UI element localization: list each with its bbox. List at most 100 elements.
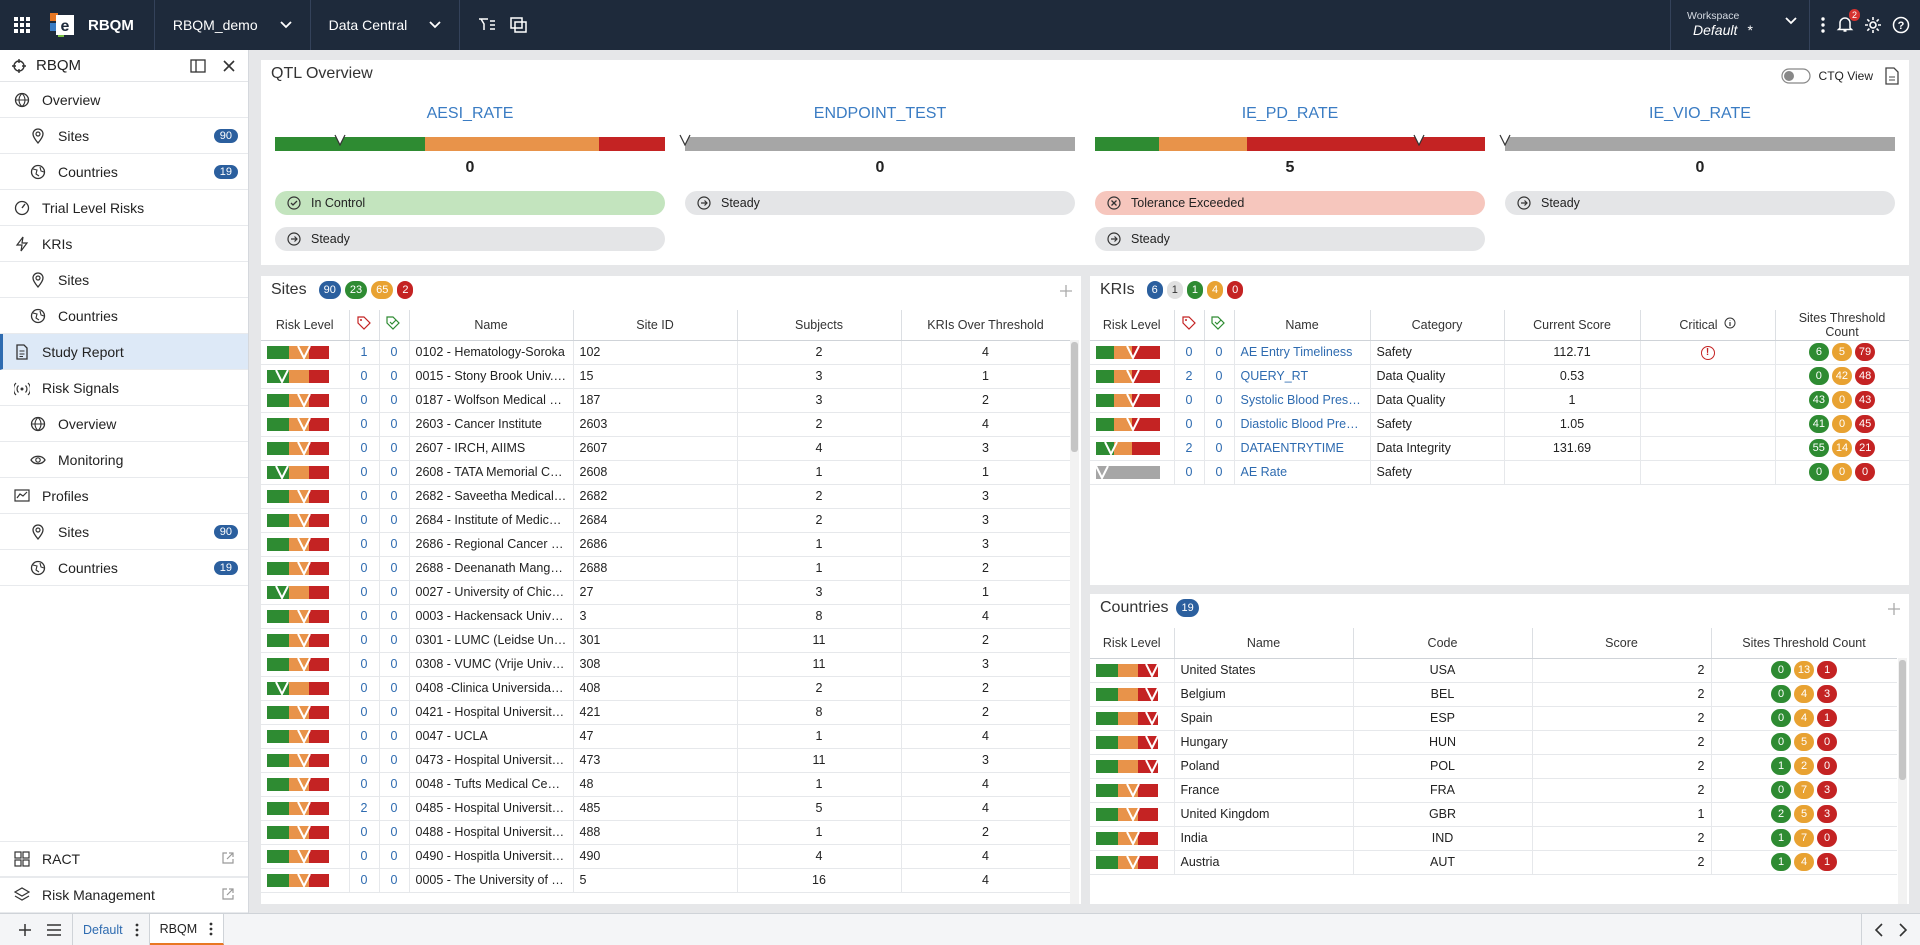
sidebar-item-profiles[interactable]: Profiles xyxy=(0,478,248,514)
project-selector[interactable]: RBQM_demo xyxy=(155,0,311,50)
kri-name[interactable]: Diastolic Blood Pressure xyxy=(1234,412,1371,437)
resolved-tag-count[interactable]: 0 xyxy=(1204,340,1235,365)
tag-count[interactable]: 0 xyxy=(1174,460,1205,485)
qtl-name[interactable]: ENDPOINT_TEST xyxy=(813,105,947,122)
tag-count[interactable]: 0 xyxy=(349,652,380,677)
table-row[interactable]: Austria AUT 2 1 4 1 xyxy=(1090,850,1897,875)
workspace-selector[interactable]: Workspace Default * xyxy=(1670,0,1810,50)
table-row[interactable]: 0 0 2607 - IRCH, AIIMS 2607 4 3 xyxy=(261,436,1070,461)
table-row[interactable]: 0 0 0421 - Hospital Universitar... 421 8 2 xyxy=(261,700,1070,725)
tag-count[interactable]: 0 xyxy=(349,700,380,725)
sites-column-header[interactable] xyxy=(379,310,410,341)
countries-scrollbar[interactable] xyxy=(1898,658,1907,904)
countries-column-header[interactable]: Score xyxy=(1532,628,1712,659)
sidebar-item-risk-signals[interactable]: Risk Signals xyxy=(0,370,248,406)
kris-column-header[interactable] xyxy=(1204,310,1235,341)
notifications-button[interactable]: 2 xyxy=(1836,8,1860,36)
table-row[interactable]: 0 0 2684 - Institute of Medical... 2684 2 3 xyxy=(261,508,1070,533)
countries-column-header[interactable]: Sites Threshold Count xyxy=(1711,628,1897,659)
more-vertical-icon[interactable] xyxy=(209,922,213,936)
countries-column-header[interactable]: Name xyxy=(1174,628,1354,659)
tag-count[interactable]: 0 xyxy=(349,436,380,461)
resolved-tag-count[interactable]: 0 xyxy=(379,580,410,605)
tag-count[interactable]: 0 xyxy=(349,844,380,869)
resolved-tag-count[interactable]: 0 xyxy=(379,676,410,701)
sidebar-item-sites[interactable]: Sites 90 xyxy=(0,514,248,550)
table-row[interactable]: 0 0 AE Entry Timeliness Safety 112.71! 6 5 79 xyxy=(1090,340,1909,365)
kri-name[interactable]: AE Entry Timeliness xyxy=(1234,340,1371,365)
table-row[interactable]: India IND 2 1 7 0 xyxy=(1090,826,1897,851)
tag-count[interactable]: 0 xyxy=(1174,340,1205,365)
resolved-tag-count[interactable]: 0 xyxy=(379,796,410,821)
table-row[interactable]: 0 0 2686 - Regional Cancer Ce... 2686 1 3 xyxy=(261,532,1070,557)
add-icon[interactable] xyxy=(1887,602,1901,616)
resolved-tag-count[interactable]: 0 xyxy=(379,652,410,677)
panel-toggle-icon[interactable] xyxy=(190,58,206,73)
table-row[interactable]: 0 0 2608 - TATA Memorial Ce... 2608 1 1 xyxy=(261,460,1070,485)
tag-count[interactable]: 0 xyxy=(349,820,380,845)
tag-count[interactable]: 2 xyxy=(1174,436,1205,461)
tag-count[interactable]: 0 xyxy=(349,508,380,533)
kris-column-header[interactable]: Critical xyxy=(1640,310,1776,341)
kris-column-header[interactable]: Name xyxy=(1234,310,1371,341)
table-row[interactable]: 0 0 0048 - Tufts Medical Center 48 1 4 xyxy=(261,772,1070,797)
countries-column-header[interactable]: Code xyxy=(1353,628,1533,659)
sites-column-header[interactable] xyxy=(349,310,380,341)
tag-count[interactable]: 0 xyxy=(349,484,380,509)
resolved-tag-count[interactable]: 0 xyxy=(379,772,410,797)
tag-count[interactable]: 2 xyxy=(349,796,380,821)
filter-tree-icon[interactable] xyxy=(478,17,496,33)
kri-name[interactable]: Systolic Blood Pressure xyxy=(1234,388,1371,413)
resolved-tag-count[interactable]: 0 xyxy=(379,604,410,629)
tag-count[interactable]: 0 xyxy=(1174,388,1205,413)
sidebar-item-monitoring[interactable]: Monitoring xyxy=(0,442,248,478)
sites-column-header[interactable]: Subjects xyxy=(737,310,902,341)
kris-column-header[interactable] xyxy=(1174,310,1205,341)
sidebar-item-ract[interactable]: RACT xyxy=(0,841,248,877)
data-central-menu[interactable]: Data Central xyxy=(311,0,461,50)
tag-count[interactable]: 0 xyxy=(349,748,380,773)
table-row[interactable]: 0 0 2603 - Cancer Institute 2603 2 4 xyxy=(261,412,1070,437)
tag-count[interactable]: 0 xyxy=(349,364,380,389)
table-row[interactable]: France FRA 2 0 7 3 xyxy=(1090,778,1897,803)
table-row[interactable]: 0 0 2688 - Deenanath Manges... 2688 1 2 xyxy=(261,556,1070,581)
plus-icon[interactable] xyxy=(18,923,32,937)
tag-count[interactable]: 2 xyxy=(1174,364,1205,389)
close-icon[interactable] xyxy=(222,59,236,73)
table-row[interactable]: 1 0 0102 - Hematology-Soroka 102 2 4 xyxy=(261,340,1070,365)
table-row[interactable]: 2 0 DATAENTRYTIME Data Integrity 131.69 55 14 2… xyxy=(1090,436,1909,461)
resolved-tag-count[interactable]: 0 xyxy=(379,340,410,365)
tag-count[interactable]: 0 xyxy=(349,532,380,557)
resolved-tag-count[interactable]: 0 xyxy=(379,508,410,533)
tag-count[interactable]: 0 xyxy=(349,724,380,749)
tag-count[interactable]: 0 xyxy=(349,628,380,653)
table-row[interactable]: 0 0 0187 - Wolfson Medical C... 187 3 2 xyxy=(261,388,1070,413)
table-row[interactable]: 0 0 AE Rate Safety 0 0 0 xyxy=(1090,460,1909,485)
kri-name[interactable]: AE Rate xyxy=(1234,460,1371,485)
sidebar-item-countries[interactable]: Countries xyxy=(0,298,248,334)
table-row[interactable]: Spain ESP 2 0 4 1 xyxy=(1090,706,1897,731)
kri-name[interactable]: QUERY_RT xyxy=(1234,364,1371,389)
app-logo[interactable]: e RBQM xyxy=(44,0,155,50)
copy-window-icon[interactable] xyxy=(510,17,528,33)
table-row[interactable]: 0 0 0473 - Hospital Universitar... 473 11 3 xyxy=(261,748,1070,773)
table-row[interactable]: United States USA 2 0 13 1 xyxy=(1090,658,1897,683)
kris-column-header[interactable]: Risk Level xyxy=(1090,310,1175,341)
table-row[interactable]: 0 0 2682 - Saveetha Medical ... 2682 2 3 xyxy=(261,484,1070,509)
sidebar-item-kris[interactable]: KRIs xyxy=(0,226,248,262)
chevron-left-icon[interactable] xyxy=(1874,922,1884,937)
table-row[interactable]: 0 0 0301 - LUMC (Leidse Univ... 301 11 2 xyxy=(261,628,1070,653)
table-row[interactable]: 2 0 QUERY_RT Data Quality 0.53 0 42 48 xyxy=(1090,364,1909,389)
tag-count[interactable]: 0 xyxy=(349,412,380,437)
resolved-tag-count[interactable]: 0 xyxy=(379,820,410,845)
table-row[interactable]: 0 0 Diastolic Blood Pressure Safety 1.05 41 0 4… xyxy=(1090,412,1909,437)
tag-count[interactable]: 0 xyxy=(349,460,380,485)
resolved-tag-count[interactable]: 0 xyxy=(379,868,410,893)
document-icon[interactable] xyxy=(1885,67,1899,85)
tag-count[interactable]: 0 xyxy=(349,580,380,605)
resolved-tag-count[interactable]: 0 xyxy=(379,628,410,653)
sidebar-item-trial-level-risks[interactable]: Trial Level Risks xyxy=(0,190,248,226)
resolved-tag-count[interactable]: 0 xyxy=(379,748,410,773)
apps-grid-icon[interactable] xyxy=(0,0,44,50)
table-row[interactable]: 2 0 0485 - Hospital Universitar... 485 5 4 xyxy=(261,796,1070,821)
